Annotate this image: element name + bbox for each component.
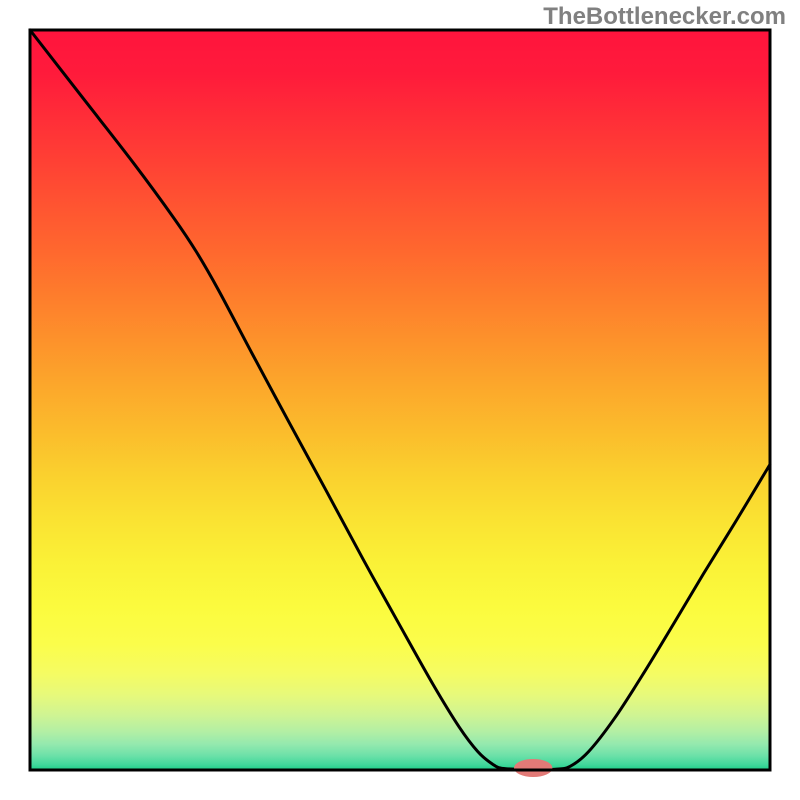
gradient-background (30, 30, 770, 770)
optimal-marker (514, 759, 552, 777)
bottleneck-chart: TheBottlenecker.com (0, 0, 800, 800)
watermark-text: TheBottlenecker.com (543, 3, 786, 31)
chart-svg (0, 0, 800, 800)
